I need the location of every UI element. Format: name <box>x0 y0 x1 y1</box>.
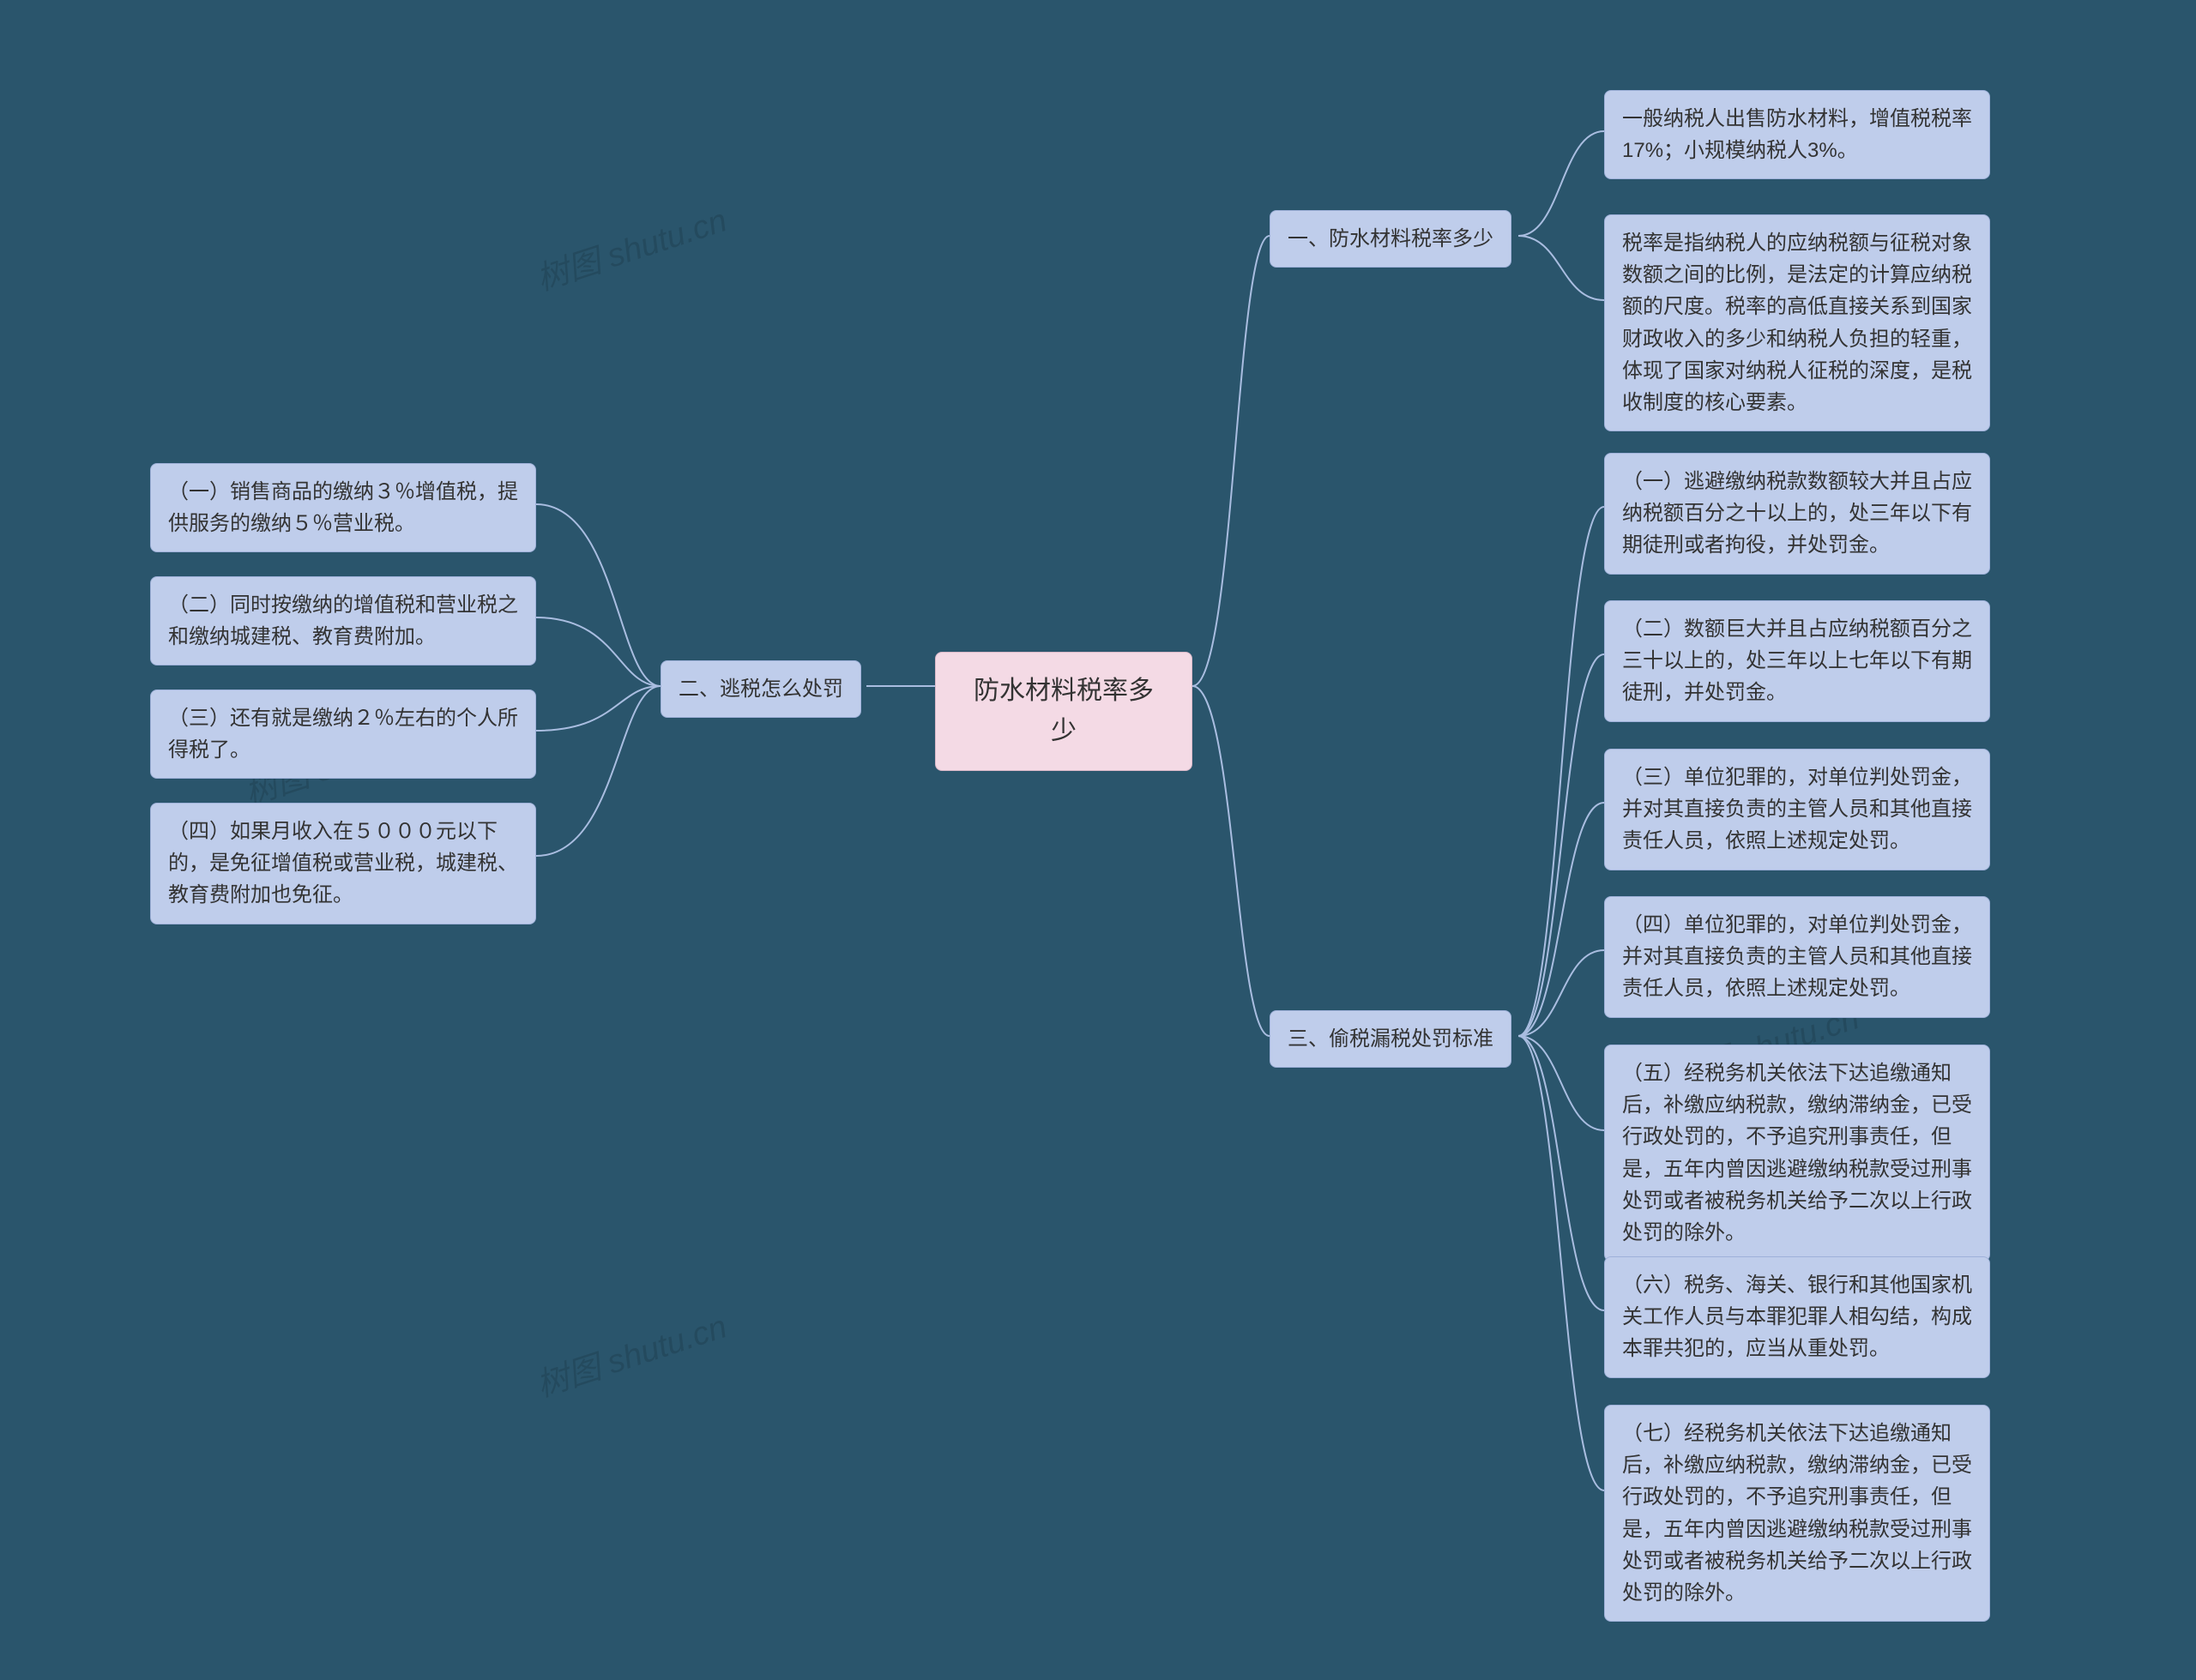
leaf-right-1-6: （七）经税务机关依法下达追缴通知后，补缴应纳税款，缴纳滞纳金，已受行政处罚的，不… <box>1604 1405 1990 1622</box>
branch-right-0: 一、防水材料税率多少 <box>1270 210 1511 268</box>
leaf-right-1-5: （六）税务、海关、银行和其他国家机关工作人员与本罪犯罪人相勾结，构成本罪共犯的，… <box>1604 1256 1990 1378</box>
leaf-right-0-1: 税率是指纳税人的应纳税额与征税对象数额之间的比例，是法定的计算应纳税额的尺度。税… <box>1604 214 1990 431</box>
leaf-right-1-1: （二）数额巨大并且占应纳税额百分之三十以上的，处三年以上七年以下有期徒刑，并处罚… <box>1604 600 1990 722</box>
leaf-left-0-0: （一）销售商品的缴纳３％增值税，提供服务的缴纳５％营业税。 <box>150 463 536 552</box>
leaf-right-1-0: （一）逃避缴纳税款数额较大并且占应纳税额百分之十以上的，处三年以下有期徒刑或者拘… <box>1604 453 1990 575</box>
leaf-right-0-0: 一般纳税人出售防水材料，增值税税率17%；小规模纳税人3%。 <box>1604 90 1990 179</box>
leaf-left-0-2: （三）还有就是缴纳２％左右的个人所得税了。 <box>150 689 536 779</box>
watermark: 树图 shutu.cn <box>529 1300 732 1406</box>
leaf-right-1-4: （五）经税务机关依法下达追缴通知后，补缴应纳税款，缴纳滞纳金，已受行政处罚的，不… <box>1604 1045 1990 1262</box>
leaf-right-1-2: （三）单位犯罪的，对单位判处罚金，并对其直接负责的主管人员和其他直接责任人员，依… <box>1604 749 1990 870</box>
leaf-right-1-3: （四）单位犯罪的，对单位判处罚金，并对其直接负责的主管人员和其他直接责任人员，依… <box>1604 896 1990 1018</box>
watermark: 树图 shutu.cn <box>529 194 732 299</box>
leaf-left-0-3: （四）如果月收入在５０００元以下的，是免征增值税或营业税，城建税、教育费附加也免… <box>150 803 536 924</box>
branch-right-1: 三、偷税漏税处罚标准 <box>1270 1010 1511 1068</box>
root-node: 防水材料税率多少 <box>935 652 1192 771</box>
branch-left-0: 二、逃税怎么处罚 <box>661 660 861 718</box>
leaf-left-0-1: （二）同时按缴纳的增值税和营业税之和缴纳城建税、教育费附加。 <box>150 576 536 665</box>
